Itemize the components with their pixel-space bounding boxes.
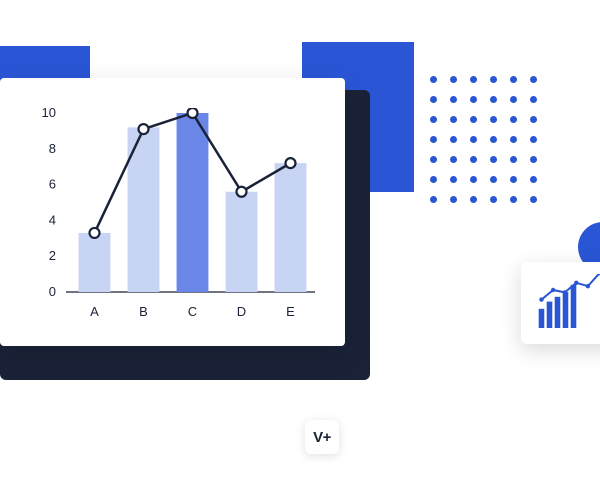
chart-bar [79, 233, 111, 292]
xtick-label: A [90, 304, 99, 319]
grid-dot [470, 176, 477, 183]
ytick-label: 8 [49, 141, 56, 156]
grid-dot [450, 176, 457, 183]
main-chart-svg: 0 2 4 6 8 10 A B C D E [20, 108, 325, 326]
thumb-marker [539, 297, 543, 301]
grid-dot [430, 116, 437, 123]
main-chart-card: 0 2 4 6 8 10 A B C D E [0, 78, 345, 346]
thumb-chart-svg [533, 274, 600, 332]
thumb-marker [551, 288, 555, 292]
grid-dot [510, 116, 517, 123]
grid-dot [490, 116, 497, 123]
grid-dot [510, 96, 517, 103]
chart-marker [237, 187, 247, 197]
thumb-marker [586, 284, 590, 288]
thumb-bar [555, 297, 561, 328]
logo-badge: V+ [305, 420, 339, 454]
grid-dot [470, 76, 477, 83]
grid-dot [430, 136, 437, 143]
thumb-line [542, 274, 600, 300]
grid-dot [450, 96, 457, 103]
grid-dot [510, 76, 517, 83]
ytick-label: 0 [49, 284, 56, 299]
grid-dot [490, 196, 497, 203]
chart-bar [226, 192, 258, 292]
thumb-bar [563, 292, 569, 328]
grid-dot [510, 196, 517, 203]
grid-dot [510, 156, 517, 163]
grid-dot [490, 96, 497, 103]
thumb-chart-card [521, 262, 600, 344]
grid-dot [450, 136, 457, 143]
xtick-label: E [286, 304, 295, 319]
ytick-label: 10 [42, 108, 56, 120]
grid-dot [430, 76, 437, 83]
thumb-marker [563, 290, 567, 294]
grid-dot [470, 136, 477, 143]
thumb-bar [571, 285, 577, 328]
grid-dot [470, 196, 477, 203]
grid-dot [530, 76, 537, 83]
ytick-label: 6 [49, 177, 56, 192]
grid-dot [530, 116, 537, 123]
main-chart-area: 0 2 4 6 8 10 A B C D E [20, 108, 325, 326]
chart-bar [275, 163, 307, 292]
grid-dot [530, 136, 537, 143]
grid-dot [530, 196, 537, 203]
grid-dot [470, 156, 477, 163]
grid-dot [450, 196, 457, 203]
grid-dot [490, 136, 497, 143]
grid-dot [510, 136, 517, 143]
grid-dot [530, 176, 537, 183]
chart-marker [286, 158, 296, 168]
thumb-bar [539, 309, 545, 328]
ytick-label: 4 [49, 212, 56, 227]
xtick-label: C [188, 304, 197, 319]
grid-dot [490, 156, 497, 163]
xtick-label: D [237, 304, 246, 319]
xtick-label: B [139, 304, 148, 319]
grid-dot [430, 156, 437, 163]
chart-marker [188, 108, 198, 118]
grid-dot [450, 156, 457, 163]
chart-bar [177, 113, 209, 292]
grid-dot [470, 96, 477, 103]
grid-dot [470, 116, 477, 123]
chart-marker [90, 228, 100, 238]
grid-dot [530, 156, 537, 163]
grid-dot [490, 76, 497, 83]
dot-grid-decor [430, 76, 540, 206]
thumb-bar [547, 302, 553, 328]
thumb-marker [574, 281, 578, 285]
ytick-label: 2 [49, 248, 56, 263]
grid-dot [450, 116, 457, 123]
logo-text: V+ [313, 429, 331, 446]
grid-dot [430, 196, 437, 203]
grid-dot [430, 96, 437, 103]
grid-dot [530, 96, 537, 103]
grid-dot [430, 176, 437, 183]
grid-dot [510, 176, 517, 183]
grid-dot [490, 176, 497, 183]
grid-dot [450, 76, 457, 83]
chart-marker [139, 124, 149, 134]
